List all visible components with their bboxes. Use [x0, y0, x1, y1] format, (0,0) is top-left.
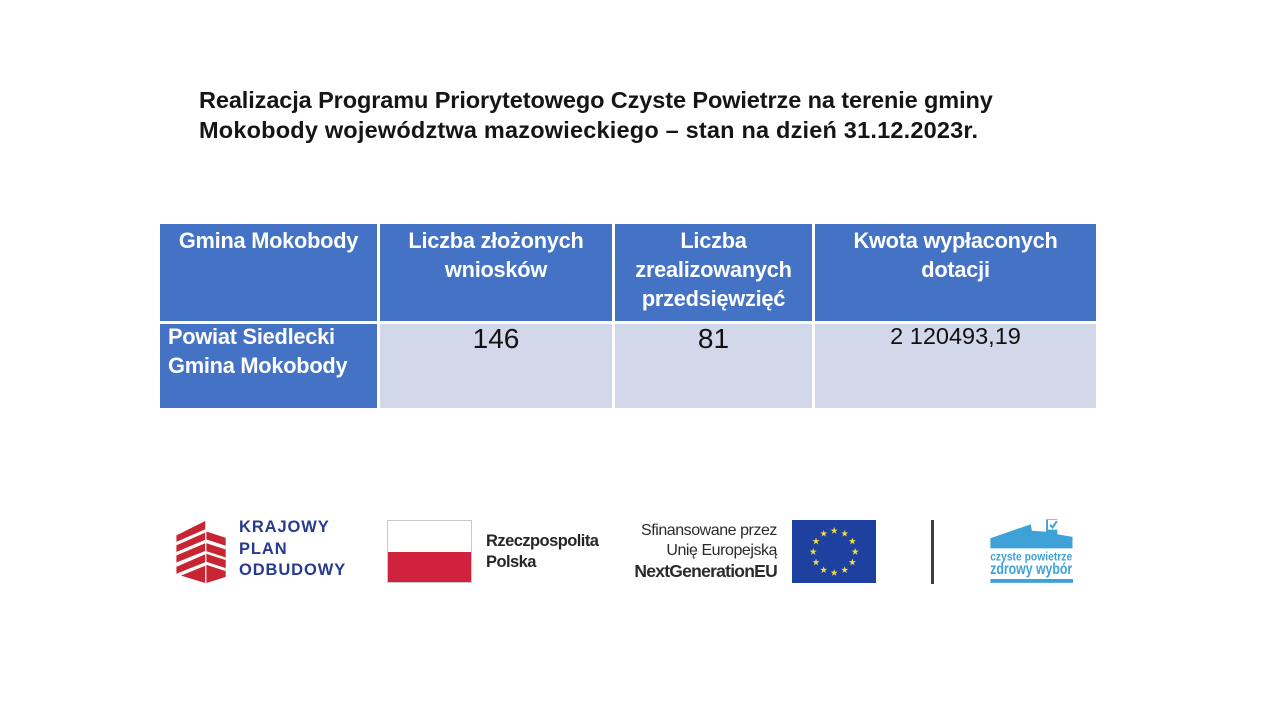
svg-text:czyste powietrze: czyste powietrze: [990, 551, 1072, 563]
svg-text:zdrowy wybór: zdrowy wybór: [990, 561, 1072, 578]
